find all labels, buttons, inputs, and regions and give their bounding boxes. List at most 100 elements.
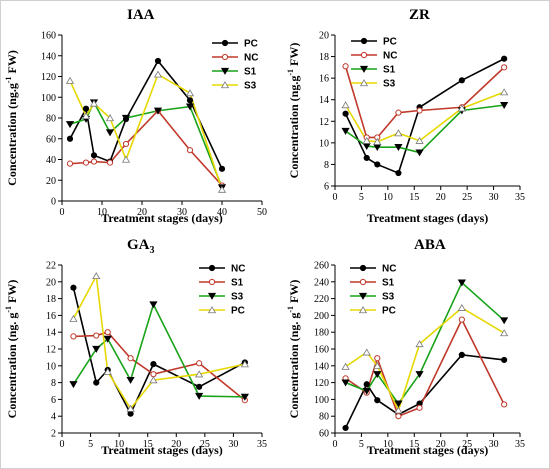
data-point-pc bbox=[195, 370, 204, 378]
data-point-pc bbox=[154, 57, 162, 65]
x-tick-label: 30 bbox=[489, 439, 499, 450]
data-point-s1 bbox=[374, 355, 381, 362]
data-point-s3 bbox=[69, 381, 78, 389]
y-tick-label: 60 bbox=[46, 134, 56, 145]
data-point-s3 bbox=[126, 376, 135, 384]
x-axis-label: Treatment stages (days) bbox=[101, 211, 223, 225]
data-point-s1 bbox=[416, 404, 423, 411]
y-tick-label: 8 bbox=[51, 378, 56, 389]
y-axis-label-part: FW) bbox=[287, 280, 301, 306]
data-point-nc bbox=[395, 109, 402, 116]
legend-marker-pc bbox=[358, 306, 368, 314]
x-tick-label: 50 bbox=[257, 207, 267, 218]
y-tick-label: 22 bbox=[46, 261, 56, 272]
y-axis-label: Concentration (ng.g-1 FW) bbox=[4, 50, 19, 186]
x-tick-label: 25 bbox=[462, 439, 472, 450]
data-point-s3 bbox=[415, 136, 424, 144]
data-point-pc bbox=[374, 161, 381, 168]
legend-label-nc: NC bbox=[382, 264, 396, 275]
data-point-pc bbox=[66, 135, 74, 142]
chart-title: ABA bbox=[414, 237, 446, 253]
data-point-s3 bbox=[457, 104, 466, 112]
data-point-nc bbox=[66, 160, 74, 167]
data-point-nc bbox=[342, 63, 349, 70]
x-tick-label: 15 bbox=[143, 439, 153, 450]
data-point-s1 bbox=[500, 101, 509, 109]
y-axis-label-part: -1 bbox=[4, 306, 13, 313]
y-tick-label: 140 bbox=[314, 361, 329, 372]
legend-marker-nc bbox=[208, 264, 216, 272]
legend-marker-nc bbox=[360, 51, 368, 59]
x-axis-label: Treatment stages (days) bbox=[101, 443, 223, 457]
x-tick-label: 5 bbox=[88, 439, 93, 450]
y-axis-label-part: Concentration (ng.g bbox=[287, 76, 301, 179]
y-tick-label: 80 bbox=[319, 412, 329, 423]
legend-label-s1: S1 bbox=[231, 278, 244, 289]
data-point-nc bbox=[82, 159, 90, 166]
data-point-nc bbox=[186, 147, 194, 154]
x-axis-label: Treatment stages (days) bbox=[367, 211, 489, 225]
data-point-nc bbox=[501, 64, 508, 71]
data-point-s1 bbox=[394, 144, 403, 152]
series-line-s3 bbox=[69, 73, 223, 190]
data-point-pc bbox=[90, 152, 98, 159]
legend-marker-s1 bbox=[220, 67, 230, 75]
data-point-s3 bbox=[373, 371, 382, 379]
data-point-nc bbox=[458, 351, 465, 358]
y-tick-label: 80 bbox=[46, 114, 56, 125]
data-point-pc bbox=[341, 362, 350, 370]
data-point-pc bbox=[395, 169, 402, 177]
legend-marker-pc bbox=[360, 37, 368, 45]
x-tick-label: 20 bbox=[436, 192, 446, 203]
data-point-s3 bbox=[65, 76, 75, 84]
data-point-s1 bbox=[105, 129, 115, 137]
legend-marker-s3 bbox=[359, 79, 369, 87]
y-tick-label: 6 bbox=[324, 182, 329, 193]
y-axis-label: Concentration (ng.g-1 FW) bbox=[286, 43, 301, 179]
data-point-pc bbox=[69, 314, 78, 322]
data-point-s3 bbox=[362, 136, 371, 144]
data-point-s1 bbox=[458, 316, 465, 323]
x-tick-label: 10 bbox=[383, 439, 393, 450]
y-tick-label: 120 bbox=[314, 378, 329, 389]
y-tick-label: 100 bbox=[314, 395, 329, 406]
series-line-s3 bbox=[344, 91, 505, 143]
legend-marker-pc bbox=[221, 39, 229, 47]
y-tick-label: 12 bbox=[46, 345, 56, 356]
data-point-nc bbox=[106, 159, 114, 166]
legend-label-pc: PC bbox=[383, 37, 397, 48]
x-tick-label: 20 bbox=[171, 439, 181, 450]
legend-marker-s3 bbox=[358, 292, 368, 300]
data-point-s1 bbox=[395, 413, 402, 420]
y-axis-label: Concentration (ng. g-1 FW) bbox=[286, 280, 301, 419]
data-point-pc bbox=[218, 165, 226, 172]
data-point-s1 bbox=[65, 121, 75, 129]
data-point-s1 bbox=[153, 107, 163, 115]
x-tick-label: 30 bbox=[489, 192, 499, 203]
data-point-s3 bbox=[362, 387, 371, 395]
data-point-s1 bbox=[196, 360, 203, 367]
data-point-s3 bbox=[341, 101, 350, 109]
data-point-pc bbox=[363, 154, 370, 162]
y-tick-label: 16 bbox=[319, 74, 329, 85]
data-point-s1 bbox=[415, 149, 424, 157]
y-tick-label: 18 bbox=[319, 52, 329, 63]
data-point-s3 bbox=[149, 301, 158, 309]
data-point-pc bbox=[362, 348, 371, 356]
data-point-nc bbox=[196, 383, 203, 390]
y-axis-label-part: Concentration (ng. g bbox=[287, 313, 301, 419]
y-tick-label: 200 bbox=[314, 311, 329, 322]
y-tick-label: 6 bbox=[51, 395, 56, 406]
data-point-s1 bbox=[341, 127, 350, 135]
y-tick-label: 20 bbox=[319, 31, 329, 42]
data-point-s3 bbox=[240, 393, 249, 401]
y-tick-label: 14 bbox=[319, 95, 329, 106]
data-point-pc bbox=[458, 77, 465, 84]
data-point-pc bbox=[501, 55, 508, 62]
legend-marker-s1 bbox=[208, 278, 216, 286]
y-tick-label: 20 bbox=[46, 176, 56, 187]
data-point-pc bbox=[457, 303, 466, 311]
legend-label-s3: S3 bbox=[231, 292, 244, 303]
data-point-s3 bbox=[81, 112, 91, 120]
